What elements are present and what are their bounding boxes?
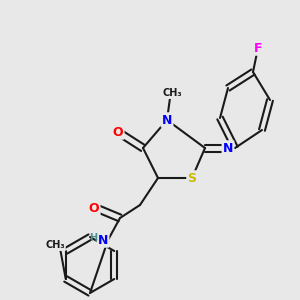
Text: F: F — [254, 41, 262, 55]
Text: N: N — [223, 142, 233, 154]
Text: S: S — [188, 172, 196, 184]
Text: CH₃: CH₃ — [45, 240, 65, 250]
Text: CH₃: CH₃ — [162, 88, 182, 98]
Text: O: O — [113, 125, 123, 139]
Text: N: N — [98, 233, 108, 247]
Text: H: H — [89, 233, 97, 243]
Text: N: N — [162, 113, 172, 127]
Text: O: O — [89, 202, 99, 214]
